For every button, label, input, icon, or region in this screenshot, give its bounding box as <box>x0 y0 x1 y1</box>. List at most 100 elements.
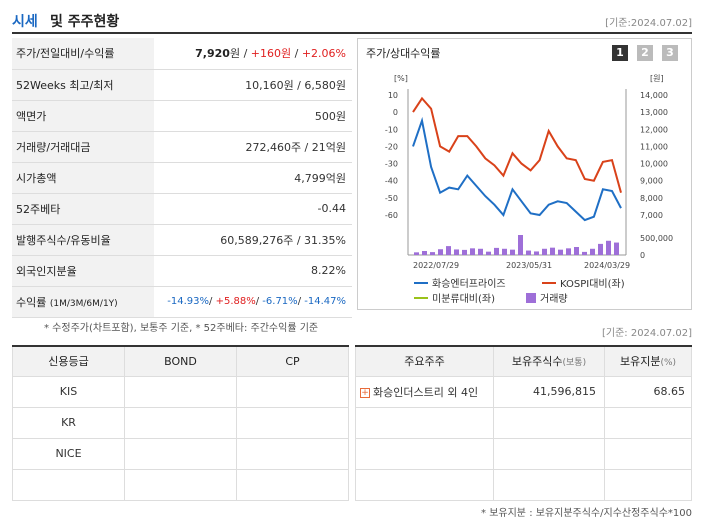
holder-header: 보유주식수(보통) <box>493 345 605 377</box>
return-1y: -14.47% <box>304 296 346 307</box>
right-tick-label: 7,000 <box>640 211 663 220</box>
right-tick-label: 10,000 <box>640 160 668 169</box>
volume-bar <box>422 251 427 255</box>
price-unit: 원 / <box>229 47 251 61</box>
price-sep: / <box>291 47 302 61</box>
holder-pct: 68.65 <box>604 375 692 408</box>
volume-bar <box>430 252 435 255</box>
cp-rating <box>236 375 349 408</box>
price-change: +160원 <box>250 47 292 61</box>
cp-rating <box>236 406 349 439</box>
volume-bar <box>590 248 595 255</box>
volume-bar <box>542 248 547 255</box>
volume-bar <box>414 252 419 255</box>
volume-tick-label: 500,000 <box>640 234 673 243</box>
returns-period: (1M/3M/6M/1Y) <box>49 298 118 309</box>
info-value: 272,460주 / 21억원 <box>154 131 352 163</box>
returns-value: -14.93%/ +5.88%/ -6.71%/ -14.47% <box>154 286 352 318</box>
legend-volume-label: 거래량 <box>540 293 568 305</box>
return-3m: +5.88% <box>215 296 256 307</box>
info-row-52w: 52Weeks 최고/최저 10,160원 / 6,580원 <box>12 69 352 101</box>
cp-rating <box>236 437 349 470</box>
holder-pct-header-unit: (%) <box>660 358 677 369</box>
info-label: 52주베타 <box>12 193 154 225</box>
x-tick-label: 2024/03/29 <box>584 261 630 270</box>
volume-bar <box>502 248 507 255</box>
info-label: 거래량/거래대금 <box>12 131 154 163</box>
info-label: 52Weeks 최고/최저 <box>12 69 154 101</box>
holder-shares: 41,596,815 <box>493 375 605 408</box>
info-value: 60,589,276주 / 31.35% <box>154 224 352 256</box>
holder-header-row: 주요주주 보유주식수(보통) 보유지분(%) <box>355 345 692 377</box>
info-label: 외국인지분율 <box>12 255 154 287</box>
volume-bar <box>446 246 451 255</box>
chart-panel: [%] [원] 10 0 -10 -20 -30 -40 -50 -60 14,000 13,000 1… <box>357 38 692 310</box>
returns-sep: / <box>297 296 305 307</box>
holder-shares-header: 보유주식수 <box>511 355 563 369</box>
table-row <box>355 468 692 501</box>
bond-rating <box>124 468 237 501</box>
x-tick-label: 2022/07/29 <box>413 261 459 270</box>
right-tick-label: 9,000 <box>640 177 663 186</box>
info-row-foreign: 외국인지분율 8.22% <box>12 255 352 287</box>
volume-bar <box>574 247 579 255</box>
expand-plus-icon[interactable]: + <box>360 387 370 398</box>
series-line <box>412 116 622 222</box>
right-tick-label: 13,000 <box>640 108 668 117</box>
volume-bar <box>462 249 467 255</box>
credit-agency: KR <box>12 406 125 439</box>
volume-tick-label: 0 <box>640 251 645 260</box>
volume-bar <box>558 249 563 255</box>
bond-rating <box>124 406 237 439</box>
holder-base-date: [기준: 2024.07.02] <box>601 328 692 339</box>
returns-sep: / <box>209 296 216 307</box>
info-row-returns: 수익률 (1M/3M/6M/1Y) -14.93%/ +5.88%/ -6.71… <box>12 286 352 318</box>
info-label: 수익률 (1M/3M/6M/1Y) <box>12 286 154 318</box>
footnote-price: * 수정주가(차트포함), 보통주 기준, * 52주베타: 주간수익률 기준 <box>44 323 319 334</box>
chart-page-3-button[interactable]: 3 <box>662 45 678 61</box>
chart-page-2-button[interactable]: 2 <box>637 45 653 61</box>
volume-bar <box>582 251 587 255</box>
info-label: 액면가 <box>12 100 154 132</box>
table-row: KR <box>12 406 349 439</box>
volume-bar <box>486 251 491 255</box>
current-price: 7,920 <box>195 47 230 61</box>
right-tick-label: 12,000 <box>640 125 668 134</box>
info-row-volume: 거래량/거래대금 272,460주 / 21억원 <box>12 131 352 163</box>
info-value: 8.22% <box>154 255 352 287</box>
section-title-main: 시세 <box>12 14 38 30</box>
volume-bar <box>606 240 611 255</box>
volume-bar <box>510 249 515 255</box>
right-tick-label: 8,000 <box>640 194 663 203</box>
info-row-par: 액면가 500원 <box>12 100 352 132</box>
credit-header: CP <box>236 345 349 377</box>
right-tick-label: 14,000 <box>640 91 668 100</box>
volume-bar <box>526 250 531 255</box>
credit-header: BOND <box>124 345 237 377</box>
volume-bar <box>534 251 539 255</box>
left-tick-label: -10 <box>385 125 398 134</box>
volume-bar <box>454 249 459 255</box>
holder-header: 보유지분(%) <box>604 345 692 377</box>
left-axis-unit: [%] <box>394 74 408 83</box>
holder-name-cell: + 화승인더스트리 외 4인 <box>355 375 494 408</box>
left-tick-label: -30 <box>385 160 398 169</box>
price-value: 7,920원 / +160원 / +2.06% <box>154 38 352 70</box>
bond-rating <box>124 437 237 470</box>
volume-bar <box>550 247 555 255</box>
left-tick-label: -50 <box>385 194 398 203</box>
info-label: 시가총액 <box>12 162 154 194</box>
legend-volume-swatch <box>526 293 536 303</box>
info-row-beta: 52주베타 -0.44 <box>12 193 352 225</box>
info-row-shares: 발행주식수/유동비율 60,589,276주 / 31.35% <box>12 224 352 256</box>
volume-bar <box>494 247 499 255</box>
table-row: KIS <box>12 375 349 408</box>
volume-bar <box>614 242 619 255</box>
chart-page-1-button[interactable]: 1 <box>612 45 628 61</box>
return-1m: -14.93% <box>167 296 210 307</box>
table-row: NICE <box>12 437 349 470</box>
major-holders-table: 주요주주 보유주식수(보통) 보유지분(%) + 화승인더스트리 외 4인 41,… <box>355 345 692 501</box>
section-title-rest: 및 주주현황 <box>50 14 120 30</box>
volume-bar <box>438 249 443 255</box>
returns-sep: / <box>255 296 263 307</box>
